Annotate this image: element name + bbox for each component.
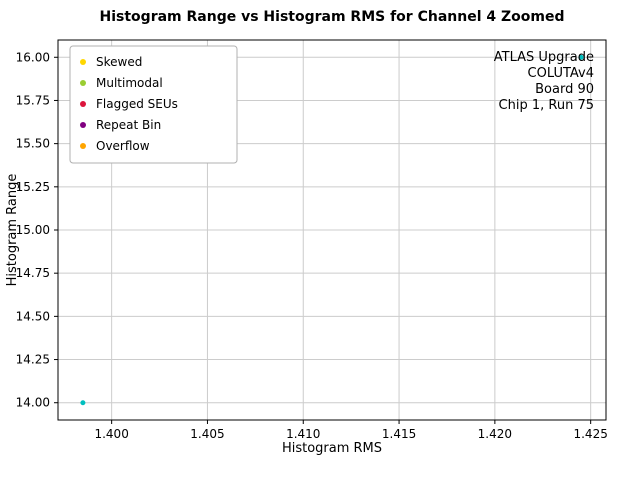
legend-label: Multimodal (96, 76, 163, 90)
plot-border (57, 39, 607, 421)
data-points (80, 54, 584, 406)
x-tick-label: 1.415 (382, 427, 416, 441)
data-point (578, 54, 584, 60)
x-tick-label: 1.420 (478, 427, 512, 441)
data-point (80, 400, 86, 406)
y-tick-label: 15.00 (16, 223, 50, 237)
y-tick-label: 15.25 (16, 180, 50, 194)
y-tick-label: 14.75 (16, 266, 50, 280)
legend-marker (80, 59, 86, 65)
axis-ticks: 1.400 1.405 1.410 1.415 1.420 1.425 14.00 14.25… (16, 50, 608, 441)
annotation-line: Board 90 (535, 82, 594, 97)
legend-marker (80, 80, 86, 86)
y-tick-label: 15.75 (16, 93, 50, 107)
legend-box (69, 45, 238, 164)
legend-label: Repeat Bin (96, 118, 161, 132)
x-tick-label: 1.400 (94, 427, 128, 441)
x-axis-label: Histogram RMS (282, 441, 382, 456)
y-tick-label: 14.50 (16, 309, 50, 323)
legend-label: Skewed (96, 55, 142, 69)
annotation-line: COLUTAv4 (528, 66, 594, 81)
annotation-line: Chip 1, Run 75 (499, 98, 594, 113)
chart-title: Histogram Range vs Histogram RMS for Cha… (100, 9, 565, 25)
legend: Skewed Multimodal Flagged SEUs Repeat Bin Ov… (69, 45, 238, 164)
y-tick-label: 14.00 (16, 396, 50, 410)
x-tick-label: 1.405 (190, 427, 224, 441)
legend-marker (80, 101, 86, 107)
x-tick-label: 1.425 (573, 427, 607, 441)
y-tick-label: 15.50 (16, 137, 50, 151)
legend-marker (80, 143, 86, 149)
legend-label: Flagged SEUs (96, 97, 178, 111)
x-tick-label: 1.410 (286, 427, 320, 441)
y-tick-label: 14.25 (16, 353, 50, 367)
y-axis-label: Histogram Range (5, 174, 20, 287)
grid (58, 40, 606, 420)
legend-label: Overflow (96, 139, 150, 153)
legend-marker (80, 122, 86, 128)
y-tick-label: 16.00 (16, 50, 50, 64)
annotation-line: ATLAS Upgrade (494, 50, 594, 65)
